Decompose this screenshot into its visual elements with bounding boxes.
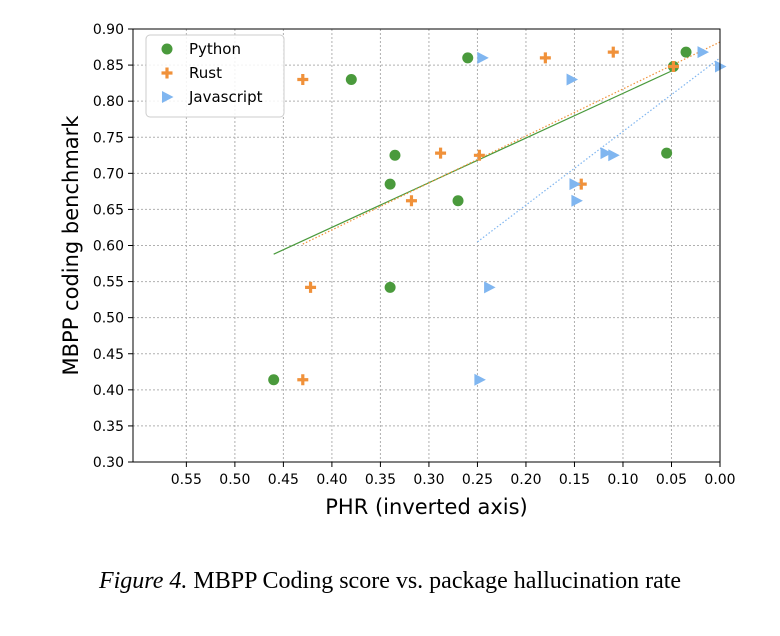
- y-tick-label: 0.50: [93, 311, 124, 327]
- python-point: [389, 149, 401, 161]
- rust-point: [575, 178, 587, 190]
- javascript-point: [569, 178, 581, 191]
- rust-point: [667, 61, 679, 73]
- y-tick-label: 0.75: [93, 130, 124, 146]
- rust-trend-line: [302, 41, 721, 245]
- python-point: [384, 281, 396, 293]
- javascript-trend-line: [477, 57, 721, 243]
- y-axis-title: MBPP coding benchmark: [59, 115, 83, 376]
- x-tick-label: 0.00: [704, 472, 735, 488]
- javascript-point: [608, 149, 620, 162]
- x-tick-label: 0.25: [462, 472, 493, 488]
- figure-caption-text: MBPP Coding score vs. package hallucinat…: [193, 568, 682, 594]
- y-tick-label: 0.30: [93, 455, 124, 471]
- x-tick-label: 0.10: [607, 472, 638, 488]
- axis-ticks: 0.55 0.50 0.45 0.40 0.35 0.30 0.25 0.20 0.15 0.10…: [93, 22, 736, 488]
- y-tick-label: 0.60: [93, 239, 124, 255]
- rust-point: [539, 52, 551, 64]
- legend-marker-python: [161, 43, 173, 55]
- x-tick-label: 0.45: [268, 472, 299, 488]
- javascript-point: [566, 73, 579, 86]
- rust-point: [305, 281, 317, 293]
- scatter-chart: 0.55 0.50 0.45 0.40 0.35 0.30 0.25 0.20 0.15 0.10…: [59, 22, 736, 519]
- x-tick-label: 0.50: [219, 472, 250, 488]
- python-point: [345, 74, 357, 86]
- x-tick-label: 0.30: [413, 472, 444, 488]
- y-tick-label: 0.80: [93, 94, 124, 110]
- python-point: [268, 374, 280, 386]
- python-trend-line: [273, 69, 674, 255]
- python-point: [384, 178, 396, 190]
- rust-point: [297, 74, 309, 86]
- legend: Python Rust Javascript: [145, 34, 285, 118]
- javascript-point: [474, 373, 486, 386]
- rust-point: [435, 147, 447, 159]
- python-point: [452, 195, 464, 207]
- x-tick-label: 0.55: [171, 472, 202, 488]
- x-tick-label: 0.15: [559, 472, 590, 488]
- legend-marker-rust: [161, 67, 173, 79]
- y-tick-label: 0.65: [93, 202, 124, 218]
- y-tick-label: 0.45: [93, 347, 124, 363]
- javascript-point: [477, 51, 489, 64]
- trend-lines: [273, 41, 721, 255]
- rust-point: [405, 195, 417, 207]
- javascript-point: [571, 194, 583, 207]
- python-point: [462, 52, 474, 64]
- x-tick-label: 0.35: [365, 472, 396, 488]
- legend-label-python: Python: [189, 40, 241, 58]
- legend-label-javascript: Javascript: [188, 88, 263, 106]
- python-point: [680, 46, 692, 58]
- rust-point: [473, 149, 485, 161]
- x-tick-label: 0.20: [510, 472, 541, 488]
- rust-point: [607, 46, 619, 58]
- x-tick-label: 0.40: [316, 472, 347, 488]
- y-tick-label: 0.85: [93, 58, 124, 74]
- figure-caption: Figure 4. MBPP Coding score vs. package …: [0, 568, 780, 595]
- javascript-point: [697, 46, 710, 59]
- python-point: [661, 147, 673, 159]
- legend-label-rust: Rust: [189, 64, 222, 82]
- x-axis-title: PHR (inverted axis): [325, 495, 527, 519]
- y-tick-label: 0.40: [93, 383, 124, 399]
- y-tick-label: 0.55: [93, 275, 124, 291]
- legend-marker-javascript: [162, 91, 174, 103]
- figure-label: Figure 4.: [98, 568, 188, 594]
- y-tick-label: 0.90: [93, 22, 124, 38]
- javascript-point: [715, 60, 727, 73]
- y-tick-label: 0.35: [93, 419, 124, 435]
- data-points: [268, 46, 727, 386]
- rust-point: [297, 374, 309, 386]
- x-tick-label: 0.05: [656, 472, 687, 488]
- legend-frame: [145, 34, 285, 118]
- javascript-point: [600, 147, 613, 160]
- y-tick-label: 0.70: [93, 166, 124, 182]
- javascript-point: [484, 281, 496, 294]
